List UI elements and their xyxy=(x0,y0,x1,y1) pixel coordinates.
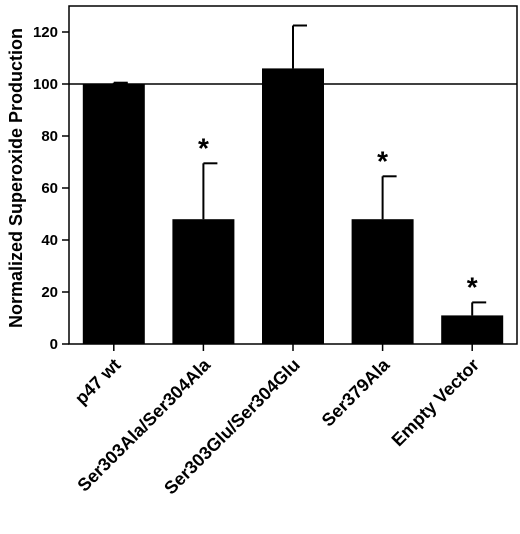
y-tick-label: 80 xyxy=(41,128,58,145)
x-category-label: p47 wt xyxy=(71,355,125,409)
y-tick-label: 20 xyxy=(41,284,58,301)
bar xyxy=(82,84,145,344)
bar xyxy=(351,219,414,344)
x-category-label: Ser379Ala xyxy=(318,354,394,430)
x-category-label: Empty Vector xyxy=(388,355,483,450)
significance-marker: * xyxy=(198,132,209,163)
y-tick-label: 40 xyxy=(41,232,58,249)
y-axis-title: Normalized Superoxide Production xyxy=(6,28,26,328)
y-tick-label: 60 xyxy=(41,180,58,197)
bar xyxy=(262,68,324,345)
significance-marker: * xyxy=(467,271,478,302)
bar xyxy=(172,219,235,344)
bar xyxy=(441,315,504,344)
y-tick-label: 0 xyxy=(50,336,58,353)
y-tick-label: 100 xyxy=(33,76,58,93)
y-tick-label: 120 xyxy=(33,24,58,41)
significance-marker: * xyxy=(377,145,388,176)
